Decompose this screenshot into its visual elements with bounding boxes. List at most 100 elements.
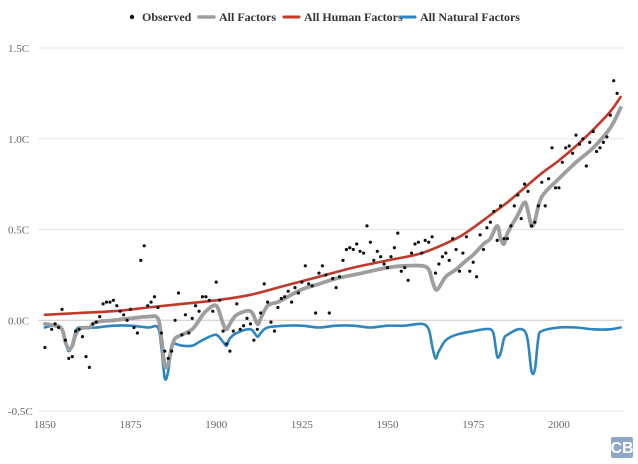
observed-point [310,284,314,288]
y-tick-label: 0.0C [8,315,29,327]
observed-point [608,113,612,117]
observed-point [457,269,462,273]
y-tick-label: -0.5C [8,406,33,418]
observed-point [403,266,407,270]
observed-point [190,316,194,320]
observed-point [344,247,348,252]
observed-point [588,140,592,144]
observed-point [553,186,558,190]
observed-point [502,237,506,241]
observed-point [591,129,595,134]
observed-point [574,133,578,137]
y-axis-tick-labels: -0.5C 0.0C 0.5C 1.0C 1.5C [8,43,33,418]
observed-point [266,300,270,304]
observed-point [122,313,126,317]
observed-point [338,275,342,279]
observed-point [399,269,403,273]
observed-point [200,295,205,299]
observed-point [279,296,283,301]
legend-observed: Observed [129,10,192,24]
y-tick-label: 0.5C [8,225,29,237]
observed-point [595,149,599,154]
cb-logo-text: CB [610,440,633,457]
observed-point [324,273,328,277]
observed-point [543,204,547,208]
observed-point [427,240,431,244]
legend-all-natural-factors: All Natural Factors [398,10,520,24]
x-tick-label: 1925 [291,419,314,431]
observed-point [211,309,215,313]
observed-point [478,233,482,237]
observed-point [409,251,414,255]
observed-point [571,151,575,155]
observed-point [601,140,606,144]
observed-point [317,271,321,275]
observed-point [451,237,455,241]
legend-observed-label: Observed [142,10,192,24]
observed-point [214,280,218,284]
observed-point [296,291,300,295]
observed-point [351,247,355,252]
observed-point [104,300,109,304]
observed-point [348,246,352,250]
observed-point [77,327,81,331]
observed-point [74,329,78,333]
observed-point [564,146,568,150]
observed-point [358,249,362,253]
observed-point [187,331,191,335]
observed-point [519,217,523,221]
observed-point [207,298,211,302]
observed-point [115,304,119,308]
observed-point [314,311,318,315]
observed-point [245,316,249,320]
observed-point [290,300,294,304]
observed-point [605,135,609,139]
legend-all-human-factors: All Human Factors [282,10,403,24]
x-axis-tick-labels: 1850 1875 1900 1925 1950 1975 2000 [34,419,571,431]
cb-logo: CB [610,437,634,458]
observed-point [327,311,331,315]
observed-point [139,258,143,262]
observed-point [355,242,359,246]
observed-point [320,264,324,268]
observed-point [420,251,424,255]
legend-all-natural-factors-label: All Natural Factors [420,10,520,24]
observed-point [396,231,400,235]
observed-point [118,309,122,313]
observed-point [300,280,304,284]
observed-point [584,164,588,168]
all-factors-line [43,106,623,370]
observed-point [276,305,280,310]
observed-point [101,302,105,306]
observed-point [389,255,393,259]
legend-all-factors: All Factors [197,10,276,24]
observed-point [194,304,198,308]
observed-point [567,144,571,148]
observed-point [540,180,544,184]
observed-point [533,220,537,224]
observed-point [481,247,486,252]
observed-point [468,269,472,273]
observed-point [43,345,47,350]
legend: Observed All Factors All Human Factors A… [129,10,520,24]
observed-point [523,182,527,186]
cb-logo-badge [611,437,633,458]
observed-point [67,356,71,360]
observed-point [163,349,167,353]
observed-point [488,220,492,224]
observed-point [176,291,181,295]
observed-point [173,318,177,322]
x-tick-label: 1850 [34,419,57,431]
observed-point [372,258,376,262]
observed-point [433,271,438,275]
legend-all-human-factors-label: All Human Factors [304,10,403,24]
observed-point [509,224,513,228]
all-natural-factors-line [43,322,622,381]
observed-point [382,262,386,266]
observed-point [91,322,95,326]
observed-point [454,247,458,252]
observed-point [303,264,307,268]
observed-point [440,255,444,259]
observed-point [135,331,139,335]
observed-point [142,244,146,248]
